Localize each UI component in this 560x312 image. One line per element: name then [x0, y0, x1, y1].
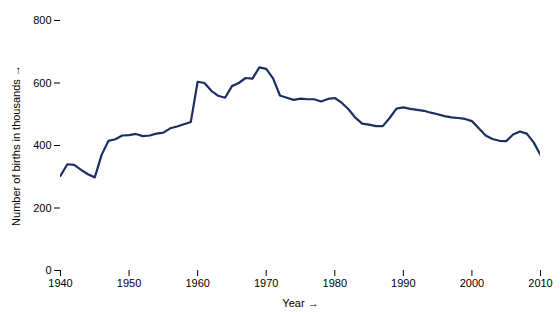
svg-text:800: 800 [33, 14, 51, 26]
svg-text:1970: 1970 [254, 277, 278, 289]
svg-text:1960: 1960 [185, 277, 209, 289]
svg-text:400: 400 [33, 139, 51, 151]
svg-text:2010: 2010 [528, 277, 552, 289]
svg-text:Number of births in thousands: Number of births in thousands → [10, 65, 22, 226]
svg-text:1940: 1940 [48, 277, 72, 289]
svg-text:2000: 2000 [460, 277, 484, 289]
svg-text:200: 200 [33, 202, 51, 214]
svg-text:1950: 1950 [117, 277, 141, 289]
svg-text:600: 600 [33, 77, 51, 89]
svg-text:0: 0 [45, 264, 51, 276]
svg-text:Year →: Year → [282, 297, 318, 309]
svg-text:1990: 1990 [391, 277, 415, 289]
svg-text:1980: 1980 [323, 277, 347, 289]
